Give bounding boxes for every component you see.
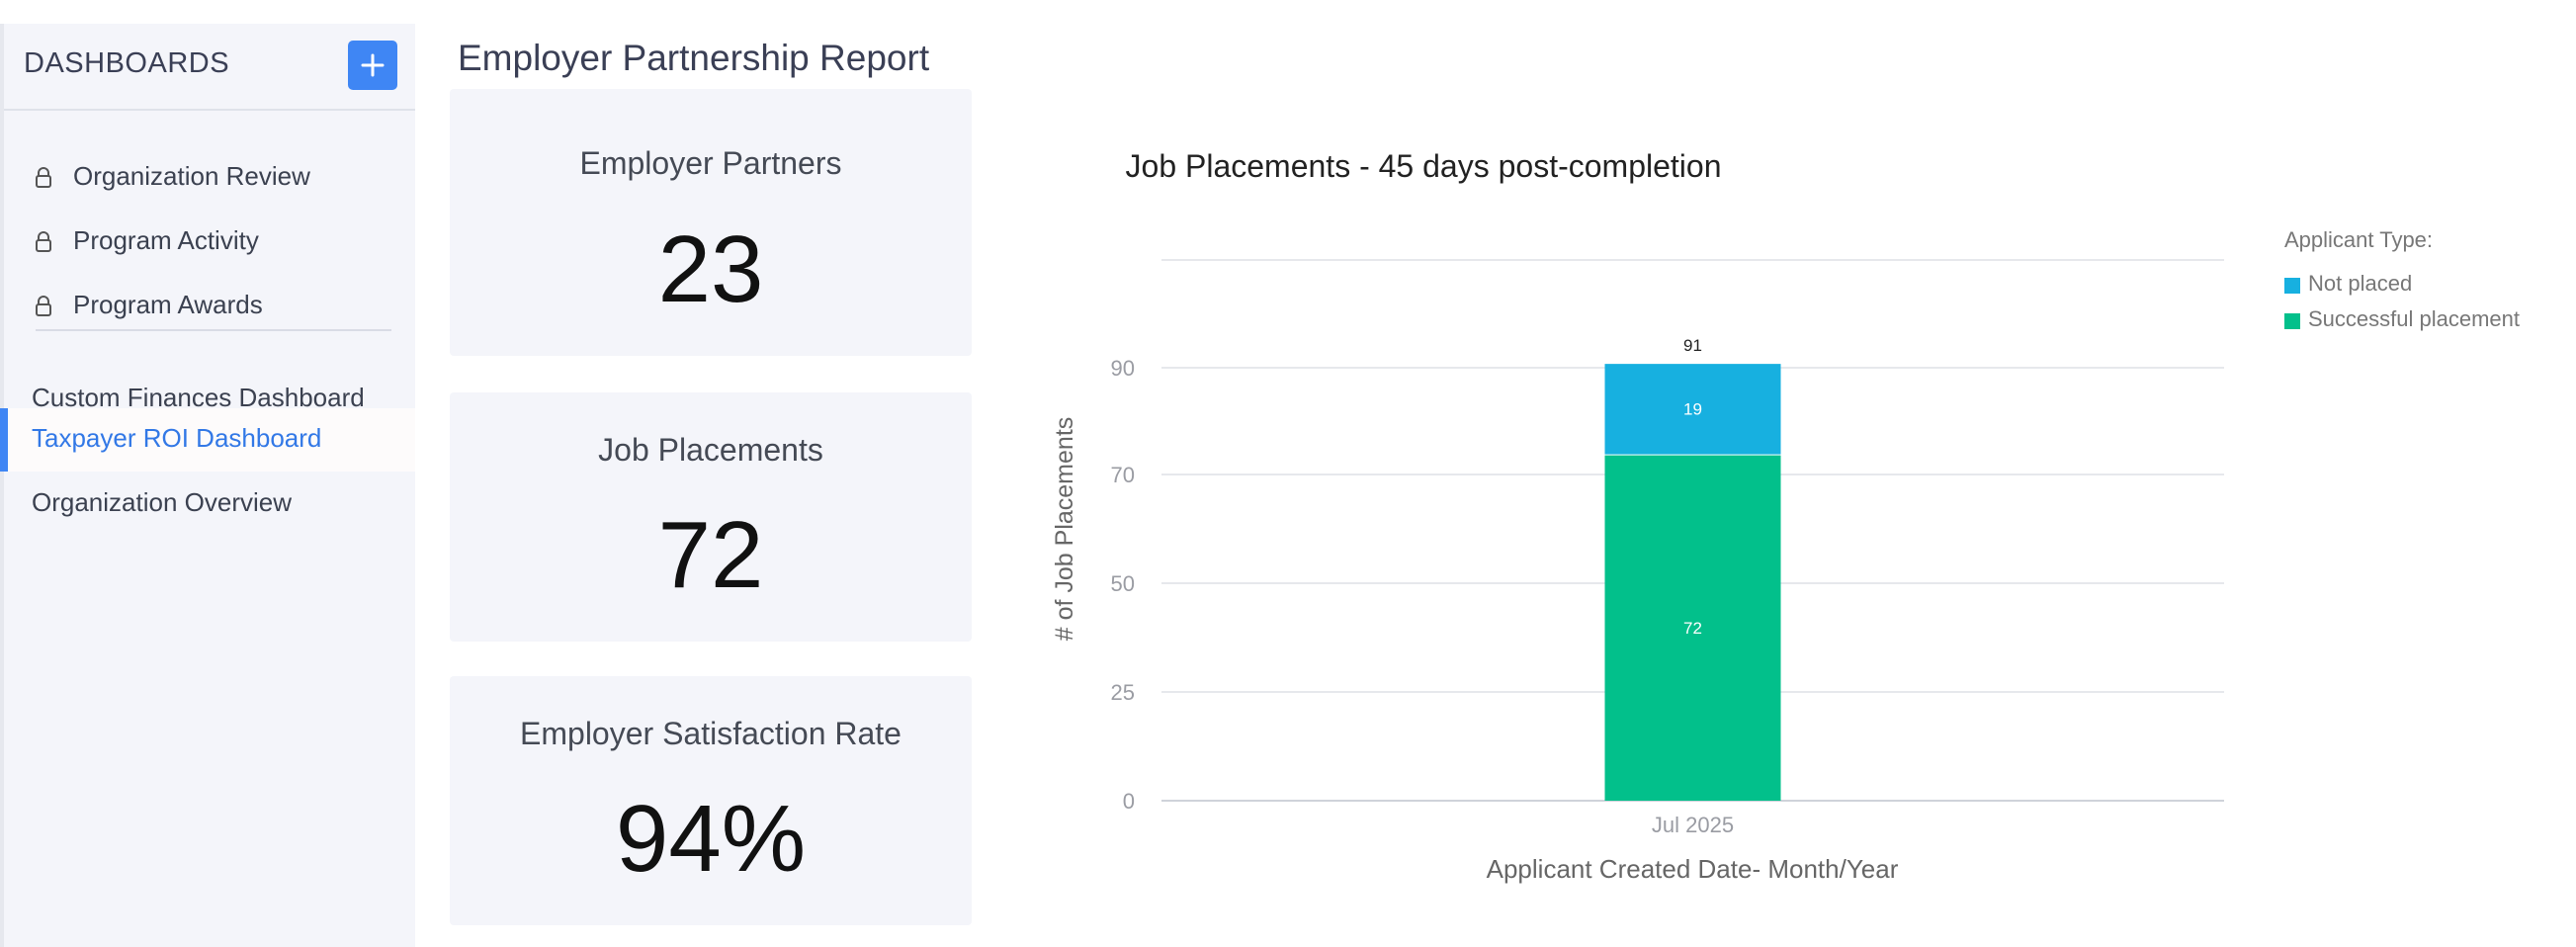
kpi-value: 72 (657, 502, 764, 608)
sidebar-item-label: Program Awards (73, 290, 263, 319)
sidebar-item-program-awards[interactable]: Program Awards (4, 275, 415, 338)
legend-label: Successful placement (2308, 306, 2520, 331)
kpi-card-job-placements: Job Placements 72 (450, 392, 972, 642)
kpi-value: 23 (657, 216, 764, 322)
y-tick-label: 0 (1123, 789, 1135, 814)
bar-segment (1604, 363, 1781, 455)
kpi-value: 94% (615, 786, 807, 892)
y-tick-label: 70 (1111, 463, 1135, 487)
y-axis-title: # of Job Placements (1051, 417, 1078, 642)
sidebar-header: DASHBOARDS (4, 24, 415, 111)
sidebar-item-taxpayer-roi-dashboard[interactable]: Taxpayer ROI Dashboard (0, 408, 415, 472)
sidebar-item-label: Organization Review (73, 161, 310, 191)
kpi-card-employer-partners: Employer Partners 23 (450, 89, 972, 356)
lock-icon (36, 231, 51, 252)
kpi-label: Employer Partners (579, 145, 842, 181)
sidebar-item-label: Program Activity (73, 225, 259, 255)
legend-title: Applicant Type: (2284, 227, 2434, 252)
sidebar-item-label: Custom Finances Dashboard (32, 383, 365, 412)
x-axis-title: Applicant Created Date- Month/Year (1487, 854, 1899, 884)
sidebar-item-program-activity[interactable]: Program Activity (4, 211, 415, 274)
legend-swatch (2284, 313, 2300, 329)
plus-icon (361, 53, 385, 77)
sidebar-title: DASHBOARDS (24, 47, 230, 79)
sidebar: DASHBOARDS Organization Review Program A… (0, 24, 415, 947)
sidebar-item-organization-review[interactable]: Organization Review (4, 146, 415, 210)
kpi-label: Employer Satisfaction Rate (520, 716, 902, 751)
data-label: 72 (1683, 619, 1702, 638)
add-dashboard-button[interactable] (348, 41, 397, 90)
chart-legend: Applicant Type: Not placed Successful pl… (2284, 227, 2520, 338)
sidebar-item-custom-finances-dashboard[interactable]: Custom Finances Dashboard (4, 368, 415, 431)
kpi-label: Job Placements (598, 432, 823, 468)
legend-label: Not placed (2308, 271, 2413, 296)
kpi-card-employer-satisfaction-rate: Employer Satisfaction Rate 94% (450, 676, 972, 925)
sidebar-item-label: Taxpayer ROI Dashboard (32, 423, 322, 453)
job-placements-chart: 0 25 50 70 90 72 19 91 Jul 2025 Applicant Created… (1051, 259, 2224, 884)
legend-swatch (2284, 278, 2300, 294)
bar-segment (1604, 454, 1781, 801)
page-title: Employer Partnership Report (458, 38, 930, 78)
sidebar-item-organization-overview[interactable]: Organization Overview (4, 473, 415, 536)
legend-item-not-placed[interactable]: Not placed (2284, 267, 2433, 302)
y-tick-label: 25 (1111, 680, 1135, 705)
total-label: 91 (1683, 336, 1702, 355)
data-label: 19 (1683, 399, 1702, 418)
chart-title: Job Placements - 45 days post-completion (1125, 148, 1722, 184)
y-tick-label: 90 (1111, 356, 1135, 381)
sidebar-item-label: Organization Overview (32, 487, 292, 517)
y-tick-label: 50 (1111, 571, 1135, 596)
sidebar-divider (36, 329, 391, 331)
legend-item-successful-placement[interactable]: Successful placement (2284, 302, 2520, 338)
lock-icon (36, 167, 51, 188)
lock-icon (36, 296, 51, 316)
x-tick-label: Jul 2025 (1652, 813, 1734, 837)
